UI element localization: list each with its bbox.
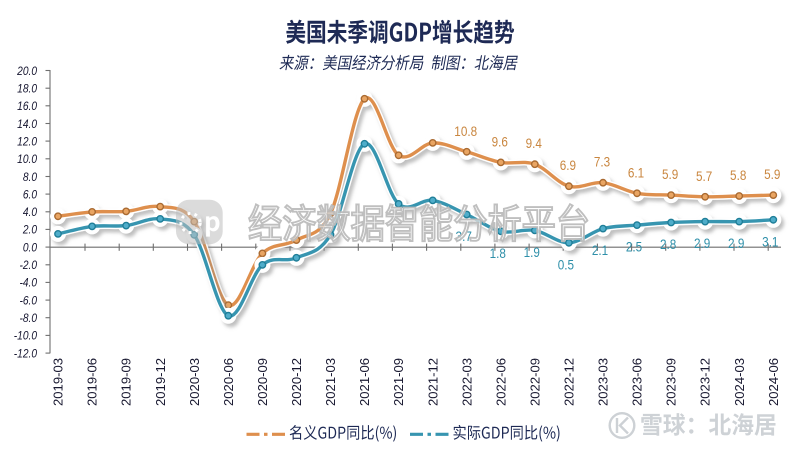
- svg-text:0.5: 0.5: [558, 256, 574, 272]
- svg-text:7.3: 7.3: [594, 154, 610, 170]
- svg-text:2020-12: 2020-12: [289, 358, 304, 406]
- svg-text:2021-03: 2021-03: [323, 358, 338, 406]
- svg-text:2021-12: 2021-12: [425, 358, 440, 406]
- svg-text:-4.0: -4.0: [19, 277, 37, 290]
- svg-text:2020-09: 2020-09: [255, 358, 270, 406]
- svg-text:16.0: 16.0: [17, 100, 38, 113]
- svg-text:1.8: 1.8: [490, 245, 506, 261]
- svg-text:2021-09: 2021-09: [391, 358, 406, 406]
- svg-text:2023-09: 2023-09: [664, 358, 679, 406]
- svg-text:2024-06: 2024-06: [766, 358, 781, 406]
- svg-text:2.0: 2.0: [22, 224, 38, 237]
- svg-text:2019-12: 2019-12: [153, 358, 168, 406]
- svg-text:-10.0: -10.0: [14, 330, 38, 343]
- svg-text:20.0: 20.0: [16, 65, 37, 78]
- svg-text:18.0: 18.0: [17, 83, 38, 96]
- svg-text:3.1: 3.1: [762, 233, 778, 249]
- svg-text:14.0: 14.0: [17, 118, 38, 131]
- svg-text:5.7: 5.7: [696, 168, 712, 184]
- svg-text:2022-06: 2022-06: [493, 358, 508, 406]
- svg-text:-12.0: -12.0: [14, 348, 38, 361]
- svg-text:10.8: 10.8: [454, 123, 477, 139]
- svg-text:10.0: 10.0: [17, 153, 38, 166]
- svg-text:0.0: 0.0: [23, 242, 38, 255]
- svg-text:2022-09: 2022-09: [527, 358, 542, 406]
- svg-text:2019-06: 2019-06: [85, 358, 100, 406]
- svg-text:2.9: 2.9: [694, 235, 710, 251]
- svg-text:6.9: 6.9: [560, 157, 576, 173]
- svg-text:-6.0: -6.0: [19, 295, 37, 308]
- svg-text:2020-06: 2020-06: [221, 358, 236, 406]
- svg-text:6.1: 6.1: [628, 164, 644, 180]
- svg-text:9.4: 9.4: [526, 135, 542, 151]
- svg-text:2.8: 2.8: [660, 236, 676, 252]
- svg-text:5.9: 5.9: [764, 166, 780, 182]
- svg-text:6.0: 6.0: [23, 189, 38, 202]
- svg-text:2021-06: 2021-06: [357, 358, 372, 406]
- svg-text:2.9: 2.9: [728, 235, 744, 251]
- svg-text:1.9: 1.9: [524, 244, 540, 260]
- svg-text:8.0: 8.0: [23, 171, 38, 184]
- svg-text:9.6: 9.6: [492, 133, 508, 149]
- svg-text:5.8: 5.8: [730, 167, 746, 183]
- svg-text:2020-03: 2020-03: [187, 358, 202, 406]
- svg-text:2023-12: 2023-12: [698, 358, 713, 406]
- svg-text:2.5: 2.5: [626, 239, 642, 255]
- svg-text:2019-09: 2019-09: [119, 358, 134, 406]
- svg-text:2023-03: 2023-03: [596, 358, 611, 406]
- svg-text:4.0: 4.0: [23, 206, 38, 219]
- svg-text:-8.0: -8.0: [19, 312, 37, 325]
- svg-text:2024-03: 2024-03: [732, 358, 747, 406]
- svg-text:2023-06: 2023-06: [630, 358, 645, 406]
- svg-text:-2.0: -2.0: [19, 259, 37, 272]
- svg-text:12.0: 12.0: [17, 136, 38, 149]
- svg-text:2022-12: 2022-12: [562, 358, 577, 406]
- svg-text:2022-03: 2022-03: [459, 358, 474, 406]
- svg-text:2.1: 2.1: [592, 242, 608, 258]
- svg-text:5.9: 5.9: [662, 166, 678, 182]
- svg-text:2019-03: 2019-03: [51, 358, 66, 406]
